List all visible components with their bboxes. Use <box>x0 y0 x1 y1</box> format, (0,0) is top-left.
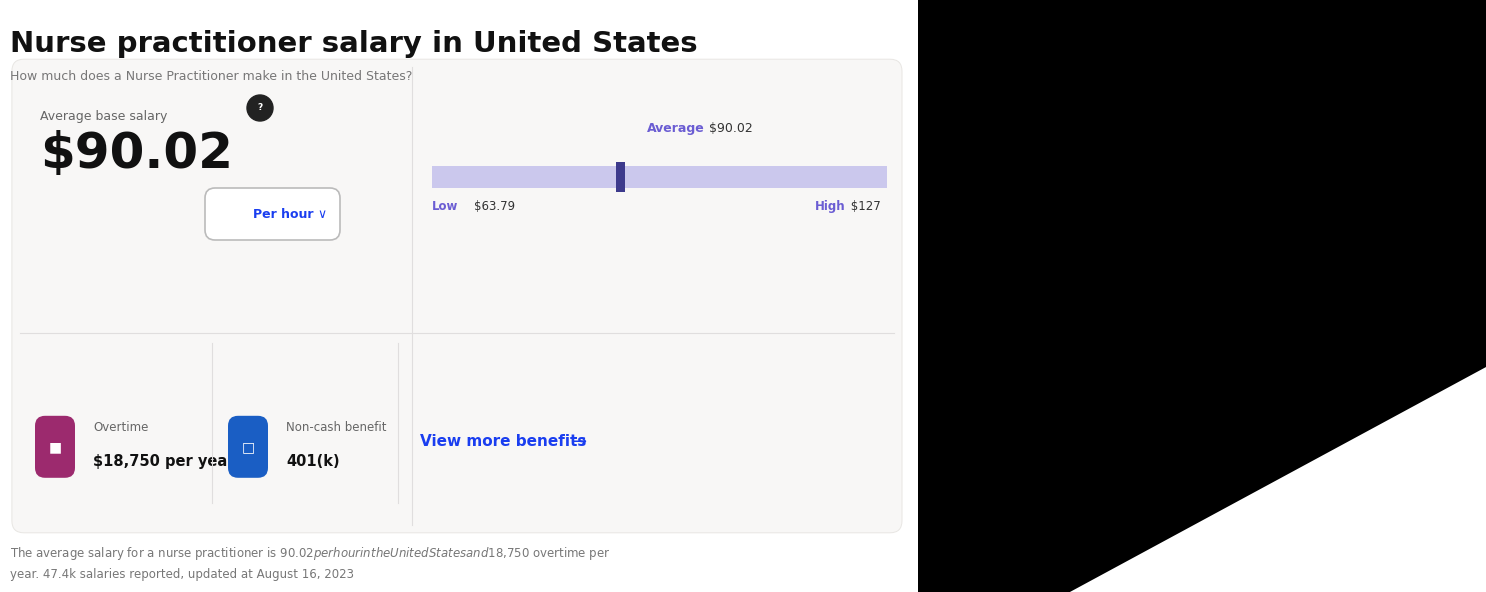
FancyBboxPatch shape <box>227 416 267 478</box>
FancyBboxPatch shape <box>12 59 902 533</box>
Text: $63.79: $63.79 <box>474 200 516 213</box>
Text: Non-cash benefit: Non-cash benefit <box>285 421 386 434</box>
Text: Overtime: Overtime <box>94 421 149 434</box>
Text: $18,750 per year: $18,750 per year <box>94 454 235 469</box>
Text: The average salary for a nurse practitioner is $90.02 per hour in the United Sta: The average salary for a nurse practitio… <box>10 545 611 581</box>
Text: Per hour: Per hour <box>253 208 314 220</box>
Text: $90.02: $90.02 <box>704 122 753 135</box>
Text: How much does a Nurse Practitioner make in the United States?: How much does a Nurse Practitioner make … <box>10 70 413 83</box>
Polygon shape <box>884 367 1486 592</box>
Text: $90.02: $90.02 <box>40 130 233 178</box>
Text: 401(k): 401(k) <box>285 454 340 469</box>
FancyBboxPatch shape <box>432 166 887 188</box>
Circle shape <box>247 95 273 121</box>
Text: $127: $127 <box>847 200 881 213</box>
Text: ∨: ∨ <box>318 208 327 220</box>
Text: High: High <box>814 200 846 213</box>
Text: Low: Low <box>432 200 458 213</box>
Text: View more benefits: View more benefits <box>421 435 587 449</box>
Text: ?: ? <box>257 104 263 112</box>
Text: →: → <box>572 433 587 451</box>
FancyBboxPatch shape <box>36 416 74 478</box>
FancyBboxPatch shape <box>617 162 626 192</box>
Text: ■: ■ <box>49 440 61 454</box>
Text: Nurse practitioner salary in United States: Nurse practitioner salary in United Stat… <box>10 30 697 58</box>
Text: □: □ <box>241 440 254 454</box>
Text: Average base salary: Average base salary <box>40 110 168 123</box>
FancyBboxPatch shape <box>205 188 340 240</box>
Text: Average: Average <box>648 122 704 135</box>
FancyBboxPatch shape <box>918 0 1486 592</box>
